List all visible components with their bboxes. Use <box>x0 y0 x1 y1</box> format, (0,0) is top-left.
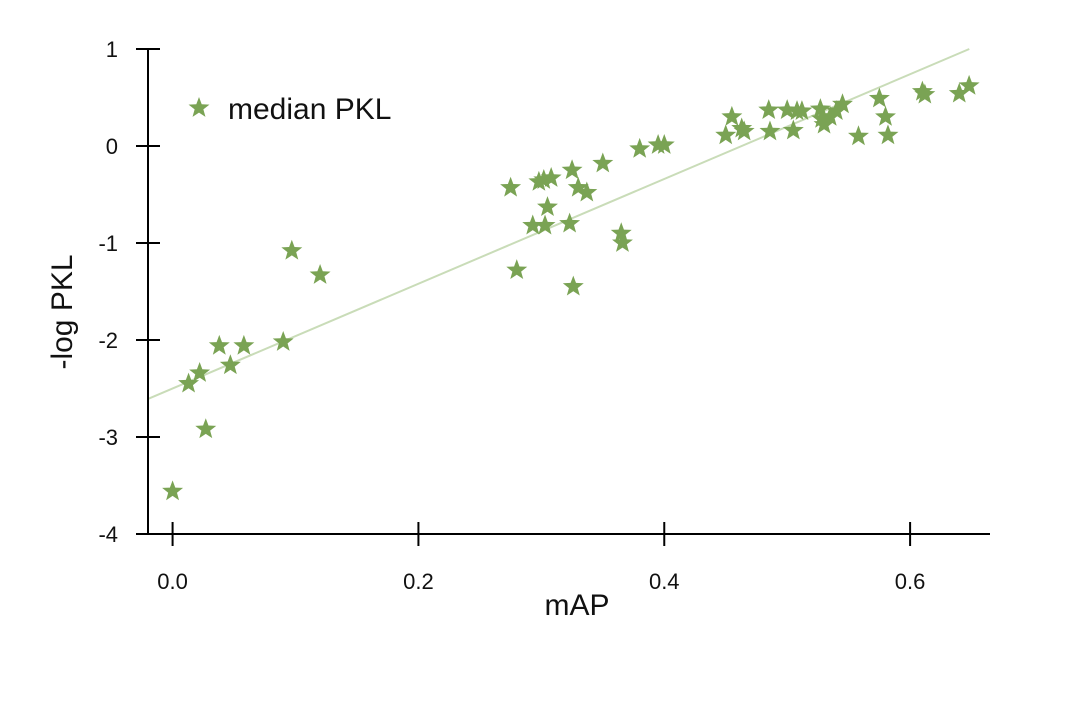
data-point-star <box>195 418 217 439</box>
data-point-star <box>500 176 522 197</box>
data-point-star <box>809 98 831 119</box>
data-point-star <box>715 124 737 145</box>
data-point-star <box>233 334 255 355</box>
data-point-star <box>537 196 558 217</box>
data-points <box>162 74 980 501</box>
data-point-star <box>914 83 936 104</box>
data-point-star <box>758 99 780 120</box>
data-point-star <box>534 214 556 235</box>
data-point-star <box>733 120 755 141</box>
data-point-star <box>162 480 184 501</box>
data-point-star <box>533 168 555 189</box>
data-point-star <box>791 100 813 120</box>
data-point-star <box>208 334 230 355</box>
legend: median PKL <box>188 93 391 126</box>
data-point-star <box>782 119 804 140</box>
data-point-star <box>776 99 798 120</box>
data-point-star <box>219 354 241 375</box>
y-tick-label: -3 <box>98 425 118 450</box>
data-point-star <box>629 137 651 158</box>
data-point-star <box>958 74 980 95</box>
data-point-star <box>612 232 633 252</box>
y-tick-label: -1 <box>98 231 118 256</box>
data-point-star <box>567 176 589 197</box>
data-point-star <box>592 152 614 173</box>
x-tick-label: 0.4 <box>649 569 680 594</box>
data-point-star <box>281 239 303 260</box>
y-tick-label: -4 <box>98 522 118 547</box>
x-tick-label: 0.2 <box>403 569 434 594</box>
data-point-star <box>848 125 869 146</box>
data-point-star <box>576 181 598 202</box>
data-point-star <box>811 107 833 128</box>
data-point-star <box>309 264 331 284</box>
data-point-star <box>610 222 632 243</box>
data-point-star <box>189 361 211 382</box>
data-point-star <box>825 100 847 120</box>
axes: 1 0 -1 -2 -3 -4 0.0 0.2 0.4 0.6 <box>98 37 990 594</box>
data-point-star <box>759 120 781 141</box>
y-axis-title: -log PKL <box>46 254 79 369</box>
data-point-star <box>178 372 200 393</box>
y-tick-label: -2 <box>98 328 118 353</box>
data-point-star <box>721 105 743 126</box>
data-point-star <box>272 330 294 351</box>
y-tick-label: 1 <box>106 37 118 62</box>
legend-star <box>188 97 210 117</box>
data-point-star <box>868 87 890 108</box>
data-point-star <box>819 105 841 126</box>
data-point-star <box>948 82 970 103</box>
data-point-star <box>832 93 853 114</box>
x-axis-title: mAP <box>544 589 609 622</box>
data-point-star <box>506 259 528 280</box>
legend-label: median PKL <box>228 93 391 126</box>
data-point-star <box>877 124 899 145</box>
data-point-star <box>813 113 835 134</box>
data-point-star <box>522 214 544 235</box>
x-tick-label: 0.6 <box>895 569 926 594</box>
data-point-star <box>540 167 562 187</box>
y-tick-label: 0 <box>106 134 118 159</box>
data-point-star <box>875 105 896 126</box>
data-point-star <box>561 159 583 180</box>
x-tick-label: 0.0 <box>157 569 188 594</box>
data-point-star <box>562 275 584 296</box>
legend-star-icon <box>188 97 210 117</box>
data-point-star <box>653 134 675 154</box>
data-point-star <box>559 212 581 233</box>
